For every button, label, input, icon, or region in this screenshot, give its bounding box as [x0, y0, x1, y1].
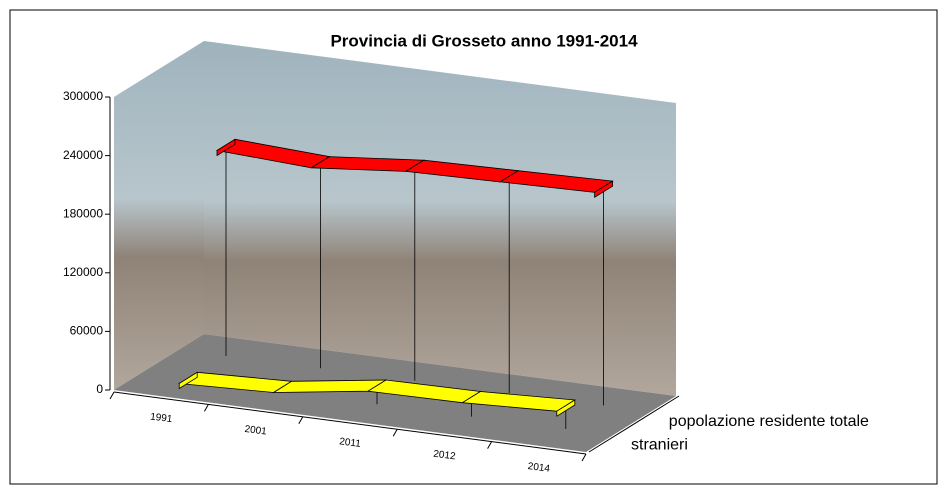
y-tick-label: 180000 — [63, 206, 103, 220]
y-tick-label: 60000 — [70, 324, 104, 338]
chart: Provincia di Grosseto anno 1991-2014 0 60… — [0, 0, 948, 485]
left-wall — [114, 41, 204, 390]
series-label: popolazione residente totale — [669, 413, 869, 430]
series-label: stranieri — [631, 436, 688, 453]
back-wall — [204, 41, 676, 396]
y-tick-label: 240000 — [63, 148, 103, 162]
y-tick-label: 120000 — [63, 265, 103, 279]
y-tick-label: 0 — [96, 382, 103, 396]
y-tick-label: 300000 — [63, 89, 103, 103]
chart-title: Provincia di Grosseto anno 1991-2014 — [330, 31, 638, 50]
